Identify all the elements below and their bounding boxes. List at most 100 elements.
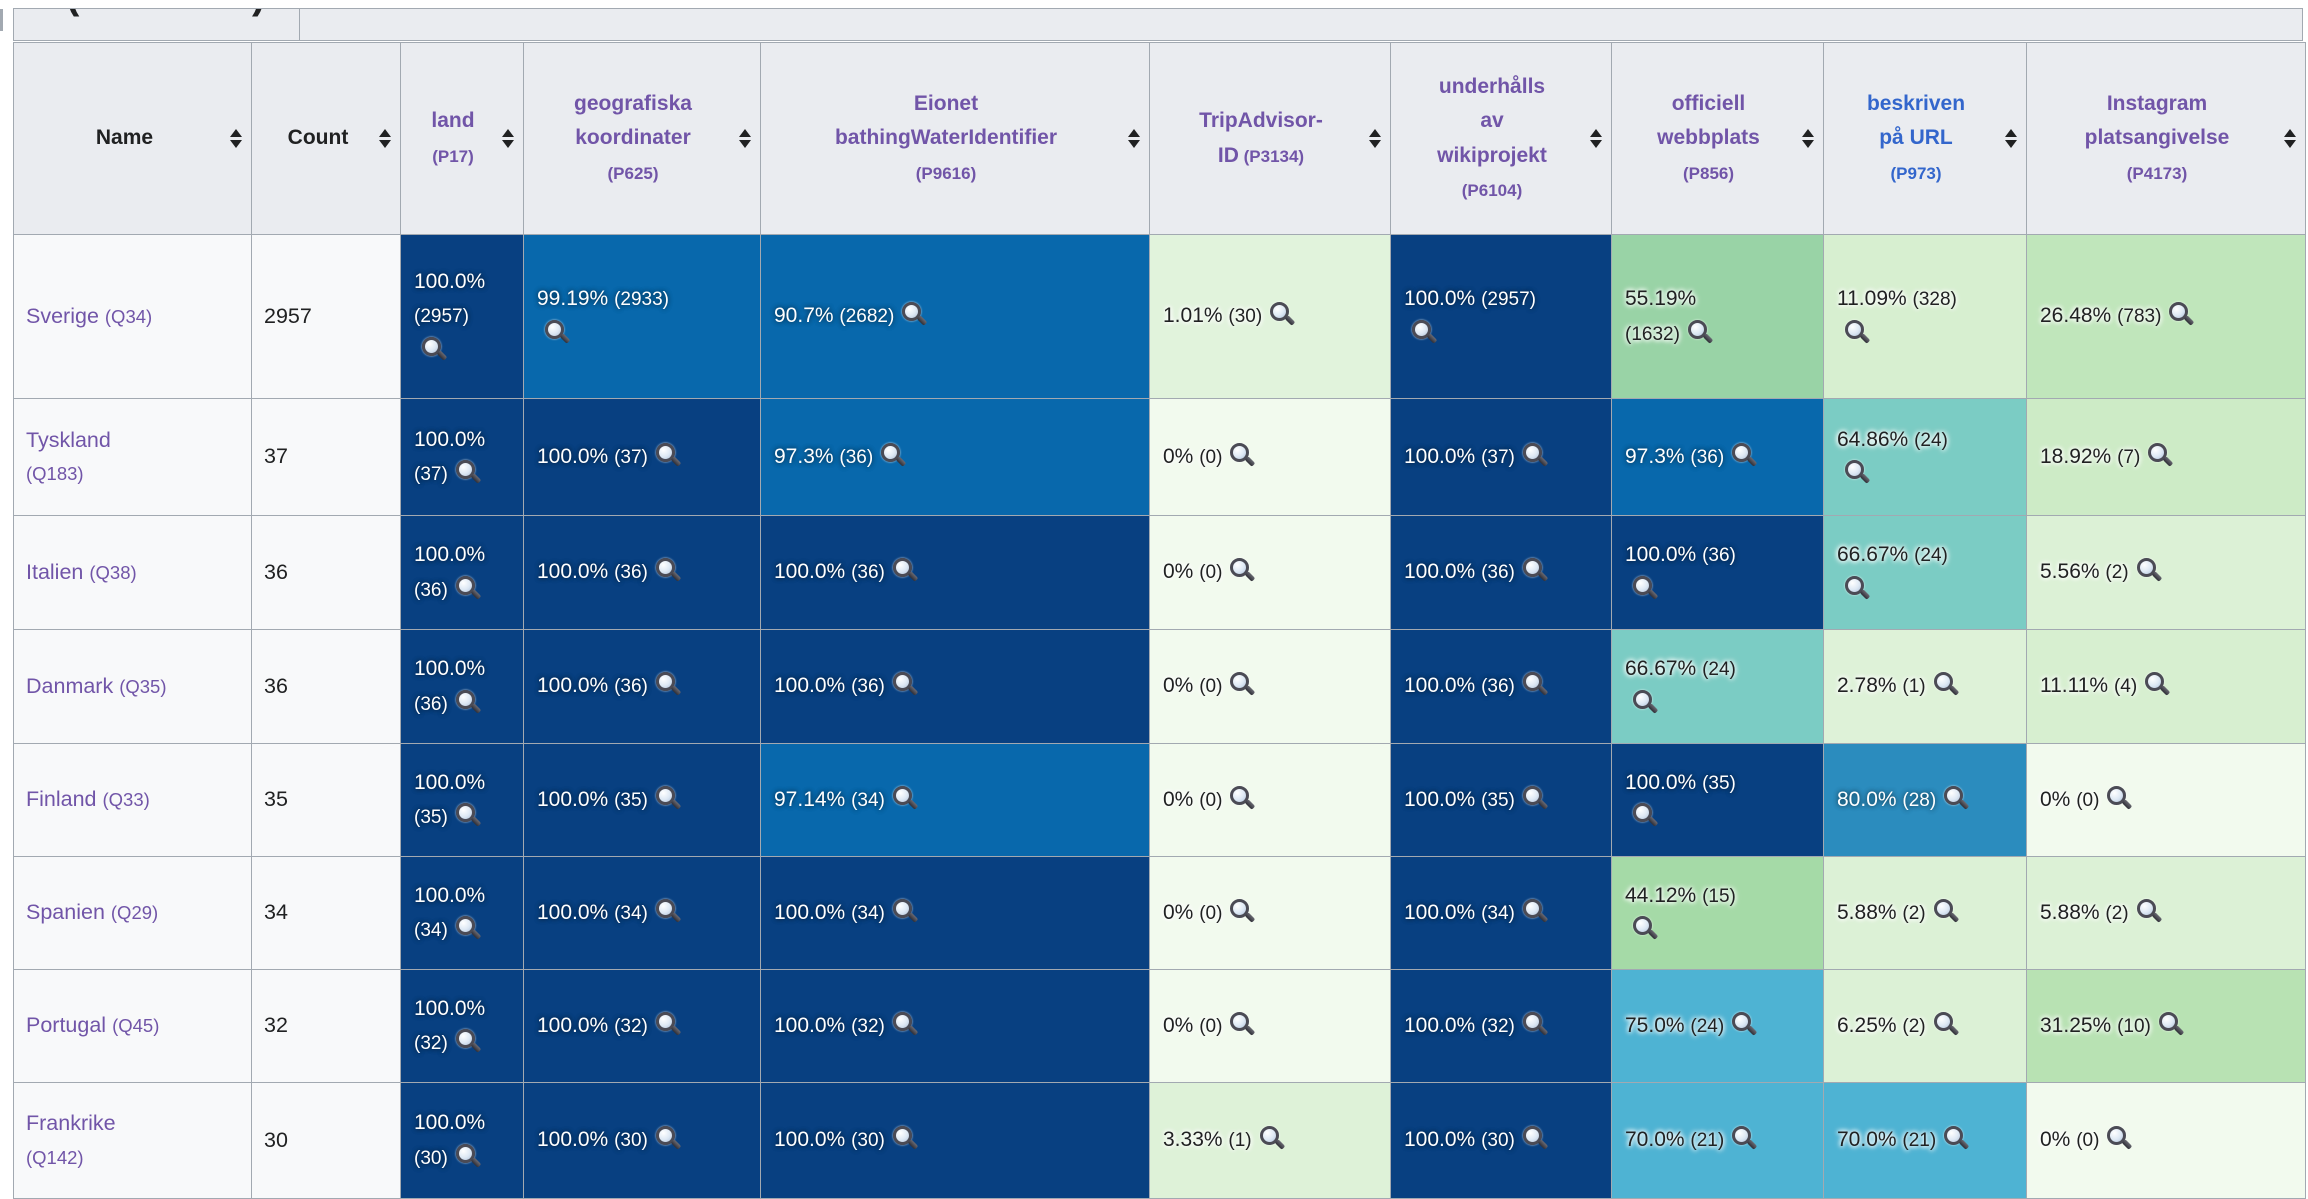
magnify-icon[interactable] [1522,442,1549,469]
magnify-icon[interactable] [1632,689,1659,716]
column-header-instagram[interactable]: Instagram platsangivelse (P4173) [2026,42,2306,235]
column-header-land[interactable]: land (P17) [400,42,524,235]
magnify-icon[interactable] [655,1011,682,1038]
column-header-geografiska[interactable]: geografiska koordinater (P625) [523,42,761,235]
magnify-icon[interactable] [892,557,919,584]
percentage-value: 0% [1163,1013,1194,1037]
magnify-icon[interactable] [2106,1125,2133,1152]
column-header-officiell[interactable]: officiell webbplats (P856) [1611,42,1824,235]
magnify-icon[interactable] [655,898,682,925]
magnify-icon[interactable] [421,336,448,363]
magnify-icon[interactable] [455,1143,482,1170]
magnify-icon[interactable] [655,1125,682,1152]
magnify-icon[interactable] [1522,1125,1549,1152]
magnify-icon[interactable] [655,785,682,812]
column-header-label: geografiska [574,92,692,116]
magnify-icon[interactable] [901,301,928,328]
magnify-icon[interactable] [455,802,482,829]
magnify-icon[interactable] [1269,301,1296,328]
column-header-count[interactable]: Count [251,42,401,235]
item-link[interactable]: Finland (Q33) [26,787,150,811]
magnify-icon[interactable] [455,459,482,486]
magnify-icon[interactable] [2144,671,2171,698]
magnify-icon[interactable] [1522,671,1549,698]
magnify-icon[interactable] [1229,898,1256,925]
magnify-icon[interactable] [1229,557,1256,584]
magnify-icon[interactable] [2136,557,2163,584]
magnify-icon[interactable] [892,671,919,698]
magnify-icon[interactable] [1844,319,1871,346]
item-link[interactable]: Sverige (Q34) [26,304,152,328]
item-name-cell: Italien (Q38) [13,515,252,630]
magnify-icon[interactable] [1411,319,1438,346]
matched-count: (30) [851,1130,885,1152]
column-header-underh-lls[interactable]: underhålls av wikiprojekt (P6104) [1390,42,1612,235]
magnify-icon[interactable] [1632,915,1659,942]
magnify-icon[interactable] [1522,1011,1549,1038]
column-header-tripadvisor-[interactable]: TripAdvisor- ID (P3134) [1149,42,1391,235]
item-link[interactable]: Italien (Q38) [26,560,137,584]
magnify-icon[interactable] [1632,575,1659,602]
item-link[interactable]: Frankrike (Q142) [26,1111,116,1168]
magnify-icon[interactable] [2147,442,2174,469]
magnify-icon[interactable] [1933,898,1960,925]
percentage-value: 100.0% [414,770,486,794]
magnify-icon[interactable] [655,442,682,469]
magnify-icon[interactable] [655,557,682,584]
percentage-value: 97.3% [774,444,834,468]
item-qid: (Q34) [104,305,153,327]
magnify-icon[interactable] [892,1125,919,1152]
percentage-cell: 100.0% (36) [1390,515,1612,630]
magnify-icon[interactable] [455,1028,482,1055]
magnify-icon[interactable] [2158,1011,2185,1038]
magnify-icon[interactable] [1632,802,1659,829]
magnify-icon[interactable] [1844,575,1871,602]
magnify-icon[interactable] [2136,898,2163,925]
magnify-icon[interactable] [1229,671,1256,698]
magnify-icon[interactable] [1933,671,1960,698]
magnify-icon[interactable] [1229,1011,1256,1038]
item-count-cell: 34 [251,856,401,970]
magnify-icon[interactable] [455,575,482,602]
magnify-icon[interactable] [1522,898,1549,925]
percentage-value: 55.19% [1625,287,1697,311]
magnify-icon[interactable] [455,915,482,942]
column-header-eionet[interactable]: Eionet bathingWaterIdentifier (P9616) [760,42,1150,235]
matched-count: (36) [1481,562,1515,584]
item-count-cell: 36 [251,629,401,744]
magnify-icon[interactable] [1687,319,1714,346]
magnify-icon[interactable] [1731,442,1758,469]
item-link[interactable]: Danmark (Q35) [26,674,167,698]
magnify-icon[interactable] [1943,785,1970,812]
column-header-beskriven[interactable]: beskriven på URL (P973) [1823,42,2027,235]
magnify-icon[interactable] [892,898,919,925]
magnify-icon[interactable] [1229,442,1256,469]
magnify-icon[interactable] [1259,1125,1286,1152]
item-link[interactable]: Tyskland (Q183) [26,428,111,485]
magnify-icon[interactable] [892,785,919,812]
percentage-value: 70.0% [1625,1128,1685,1152]
magnify-icon[interactable] [1522,557,1549,584]
magnify-icon[interactable] [1943,1125,1970,1152]
magnify-icon[interactable] [2106,785,2133,812]
magnify-icon[interactable] [655,671,682,698]
magnify-icon[interactable] [1933,1011,1960,1038]
magnify-icon[interactable] [1229,785,1256,812]
percentage-cell: 0% (0) [1149,856,1391,970]
percentage-cell: 0% (0) [2026,743,2306,857]
item-link[interactable]: Spanien (Q29) [26,900,158,924]
item-link[interactable]: Portugal (Q45) [26,1013,159,1037]
magnify-icon[interactable] [2168,301,2195,328]
item-label: Danmark [26,673,114,698]
magnify-icon[interactable] [1844,459,1871,486]
magnify-icon[interactable] [892,1011,919,1038]
magnify-icon[interactable] [1522,785,1549,812]
magnify-icon[interactable] [1731,1011,1758,1038]
magnify-icon[interactable] [455,689,482,716]
item-qid: (Q45) [112,1015,160,1037]
magnify-icon[interactable] [1731,1125,1758,1152]
matched-count: (30) [1481,1130,1515,1152]
magnify-icon[interactable] [544,319,571,346]
magnify-icon[interactable] [880,442,907,469]
column-header-name[interactable]: Name [13,42,252,235]
